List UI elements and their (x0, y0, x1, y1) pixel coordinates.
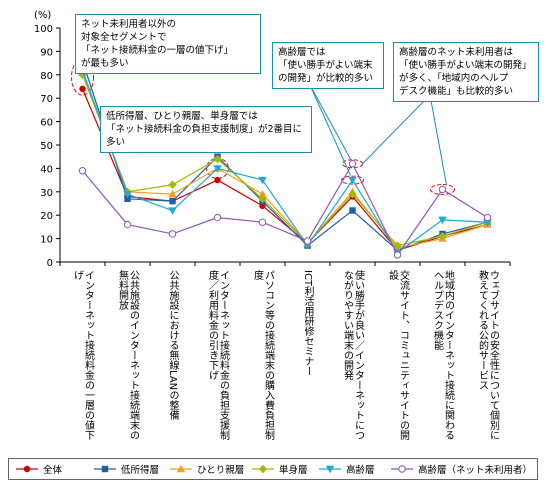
y-axis-label: (%) (34, 10, 51, 21)
annotation-2-line: 多い (106, 136, 306, 149)
series-4-point (258, 177, 266, 184)
callout-connector-3a (310, 85, 351, 159)
category-label: インターネット接続料金の負担支援制 (218, 270, 230, 440)
category-label: ウェブサイトの安全性について個別に (488, 270, 500, 440)
annotation-4-line: デスク機能」も比較的多い (399, 85, 533, 98)
annotation-4-line: 「使い勝手がよい端末の開発」 (399, 59, 533, 72)
y-tick-label: 90 (40, 47, 53, 58)
series-0-point (214, 177, 220, 183)
series-4-point (168, 207, 176, 214)
annotation-1-line: 「ネット接続料金の一層の値下げ」 (81, 44, 255, 57)
category-label: インターネット接続料金の一層の値下 (83, 270, 95, 441)
annotation-3-line: の開発」が比較的多い (278, 72, 378, 85)
series-5-point (169, 231, 175, 237)
annotation-4: 高齢層のネット未利用者は 「使い勝手がよい端末の開発」 が多く、「地域内のヘルプ… (393, 42, 539, 102)
series-1-point (349, 207, 355, 213)
y-tick-label: 20 (40, 211, 53, 222)
annotation-3: 高齢層では 「使い勝手がよい端末 の開発」が比較的多い (272, 42, 384, 89)
series-5-point (484, 214, 490, 220)
series-5-point (349, 161, 355, 167)
series-5-point (394, 252, 400, 258)
annotation-4-line: が多く、「地域内のヘルプ (399, 72, 533, 85)
series-5-point (304, 238, 310, 244)
category-label: 設 (387, 269, 399, 281)
annotation-1-line: 対象全セグメントで (81, 31, 255, 44)
annotation-4-line: 高齢層のネット未利用者は (399, 46, 533, 59)
legend (8, 458, 538, 480)
category-label: 使い勝手が良い／インターネットにつ (353, 269, 365, 440)
category-label: パソコン等の接続端末の購入費負担制 (263, 270, 275, 440)
y-tick-label: 0 (47, 258, 53, 269)
category-label: ながりやすい端末の開発 (342, 270, 354, 381)
callout-connector-4a (363, 95, 431, 164)
annotation-3-line: 高齢層では (278, 46, 378, 59)
y-tick-label: 10 (40, 235, 53, 246)
category-label: 交流サイト、コミュニティサイトの開 (398, 269, 410, 441)
category-label: げ (72, 270, 83, 280)
y-tick-label: 50 (40, 141, 53, 152)
category-label: ヘルプデスク機能 (432, 270, 444, 351)
annotation-2-line: 低所得層、ひとり親層、単身層では (106, 110, 306, 123)
y-tick-label: 40 (40, 164, 53, 175)
category-label: 公共施設のインターネット接続端末の (128, 270, 140, 440)
y-tick-label: 60 (40, 118, 53, 129)
annotation-1-line: ネット未利用者以外の (81, 18, 255, 31)
series-5-point (124, 221, 130, 227)
callout-connector-3b (310, 85, 351, 175)
annotation-3-line: 「使い勝手がよい端末 (278, 59, 378, 72)
category-label: ICT利活用研修セミナー (302, 270, 314, 376)
series-3-point (168, 181, 176, 189)
series-4-point (348, 177, 356, 184)
category-label: 地域内のインターネット接続に関わる (443, 269, 455, 440)
series-5-point (439, 186, 445, 192)
annotation-1: ネット未利用者以外の 対象全セグメントで 「ネット接続料金の一層の値下げ」 が最… (75, 14, 261, 74)
annotation-2-line: 「ネット接続料金の負担支援制度」が2番目に (106, 123, 306, 136)
category-label: 教えてくれる公的サービス (477, 269, 489, 390)
series-5-point (79, 168, 85, 174)
callout-connector-4b (430, 95, 447, 185)
series-0-point (79, 86, 85, 92)
series-5-point (214, 214, 220, 220)
category-label: 度 (252, 269, 264, 281)
y-tick-label: 30 (40, 188, 53, 199)
y-tick-label: 70 (40, 94, 53, 105)
category-label: 公共施設における無線LANの整備 (167, 270, 179, 421)
series-1-point (169, 198, 175, 204)
y-tick-label: 100 (34, 24, 53, 35)
category-label: 度／利用料金の引き下げ (207, 269, 219, 380)
series-5-point (259, 219, 265, 225)
annotation-2: 低所得層、ひとり親層、単身層では 「ネット接続料金の負担支援制度」が2番目に 多… (100, 106, 312, 153)
annotation-1-line: が最も多い (81, 57, 255, 70)
y-tick-label: 80 (40, 71, 53, 82)
category-label: 無料開放 (117, 269, 129, 311)
